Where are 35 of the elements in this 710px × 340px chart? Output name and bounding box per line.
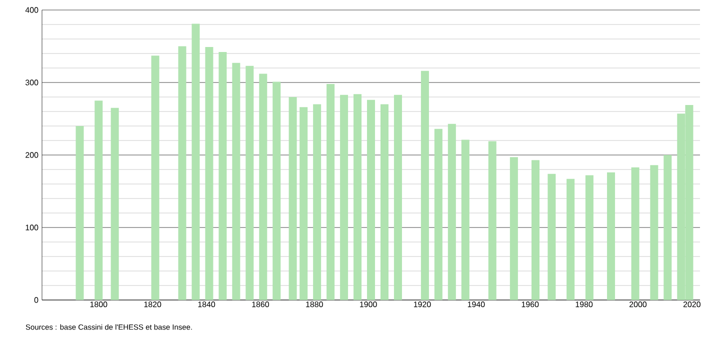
bar [288, 97, 297, 300]
bar [548, 174, 556, 300]
bar [650, 165, 658, 300]
bar [566, 178, 575, 300]
bar [461, 140, 470, 300]
bar [110, 108, 119, 300]
bar [607, 172, 616, 300]
bar [76, 126, 84, 300]
bar [631, 167, 640, 300]
bar [151, 56, 160, 300]
bar [232, 62, 240, 300]
bar [94, 100, 103, 300]
bar [434, 128, 442, 300]
bar [367, 100, 376, 300]
bar [246, 66, 254, 300]
bar [272, 82, 281, 300]
bar [354, 94, 362, 300]
bar [218, 52, 227, 300]
bar [394, 94, 402, 300]
bar [192, 24, 200, 300]
bar [313, 104, 322, 300]
bar [420, 70, 429, 300]
bar [585, 175, 594, 300]
bar [178, 46, 186, 300]
bar [664, 155, 672, 300]
bar [532, 160, 540, 300]
bar [326, 84, 335, 300]
bar [340, 94, 348, 300]
bar [380, 104, 388, 300]
bar [205, 46, 214, 300]
bar [510, 157, 518, 300]
bar [300, 107, 308, 300]
bar [259, 74, 268, 300]
bar [448, 124, 456, 300]
bar [488, 141, 496, 300]
